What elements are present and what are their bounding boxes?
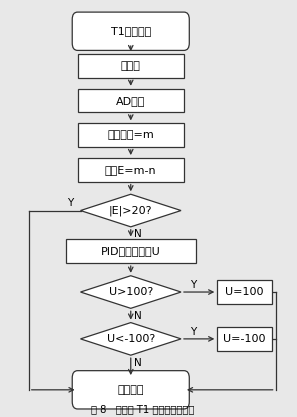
Text: T1中断入口: T1中断入口: [111, 26, 151, 36]
Text: 图 8   定时器 T1 中断程序流程图: 图 8 定时器 T1 中断程序流程图: [91, 404, 194, 414]
Text: U=100: U=100: [225, 287, 264, 297]
Bar: [78, 89, 184, 112]
Text: 赋初值: 赋初值: [121, 61, 141, 71]
Text: Y: Y: [190, 280, 196, 290]
Text: N: N: [134, 357, 142, 367]
Text: AD转换: AD转换: [116, 95, 146, 106]
FancyBboxPatch shape: [72, 12, 189, 50]
Bar: [78, 123, 184, 147]
FancyBboxPatch shape: [72, 371, 189, 409]
Polygon shape: [80, 194, 181, 227]
Text: N: N: [134, 229, 142, 239]
Bar: [217, 327, 272, 351]
Text: 偏差E=m-n: 偏差E=m-n: [105, 165, 157, 175]
Bar: [66, 239, 196, 263]
Text: N: N: [134, 311, 142, 321]
Text: |E|>20?: |E|>20?: [109, 205, 153, 216]
Bar: [217, 280, 272, 304]
Text: 中断返回: 中断返回: [118, 385, 144, 395]
Text: Y: Y: [67, 198, 73, 208]
Text: U=-100: U=-100: [223, 334, 266, 344]
Text: U<-100?: U<-100?: [107, 334, 155, 344]
Bar: [78, 158, 184, 182]
Bar: [78, 54, 184, 78]
Text: PID运算，求得U: PID运算，求得U: [101, 246, 161, 256]
Polygon shape: [80, 323, 181, 355]
Text: Y: Y: [190, 327, 196, 337]
Polygon shape: [80, 276, 181, 308]
Text: 摆杆角度=m: 摆杆角度=m: [108, 130, 154, 140]
Text: U>100?: U>100?: [109, 287, 153, 297]
